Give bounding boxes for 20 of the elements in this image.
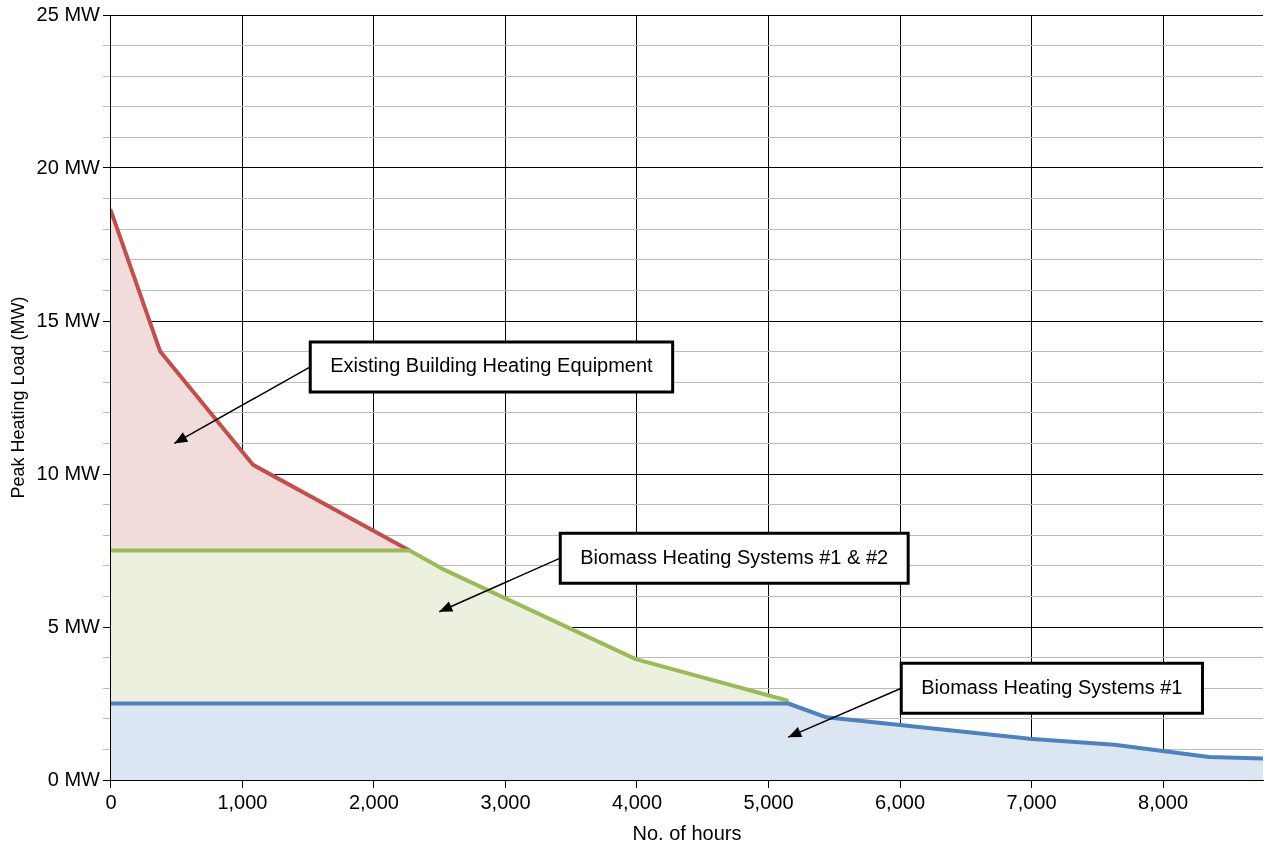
x-axis-title: No. of hours [632,821,742,844]
annotation: Biomass Heating Systems #1 [921,675,1183,698]
x-tick-label: 8,000 [1138,790,1189,813]
x-tick-label: 6,000 [874,790,926,813]
y-axis-title: Peak Heating Load (MW) [7,296,28,499]
y-tick-label: 10 MW [36,461,101,484]
y-tick-label: 20 MW [36,155,101,178]
x-tick-label: 0 [105,790,117,813]
y-tick-label: 25 MW [36,2,101,25]
annotation: Existing Building Heating Equipment [330,354,654,377]
x-tick-label: 3,000 [480,790,531,813]
x-tick-label: 1,000 [217,790,268,813]
x-tick-label: 7,000 [1006,790,1057,813]
y-tick-label: 0 MW [47,767,101,790]
annotation: Biomass Heating Systems #1 & #2 [580,545,889,568]
y-tick-label: 5 MW [47,614,101,637]
y-tick-label: 15 MW [36,308,101,331]
x-tick-label: 5,000 [743,790,794,813]
x-tick-label: 2,000 [348,790,399,813]
x-tick-label: 4,000 [611,790,663,813]
